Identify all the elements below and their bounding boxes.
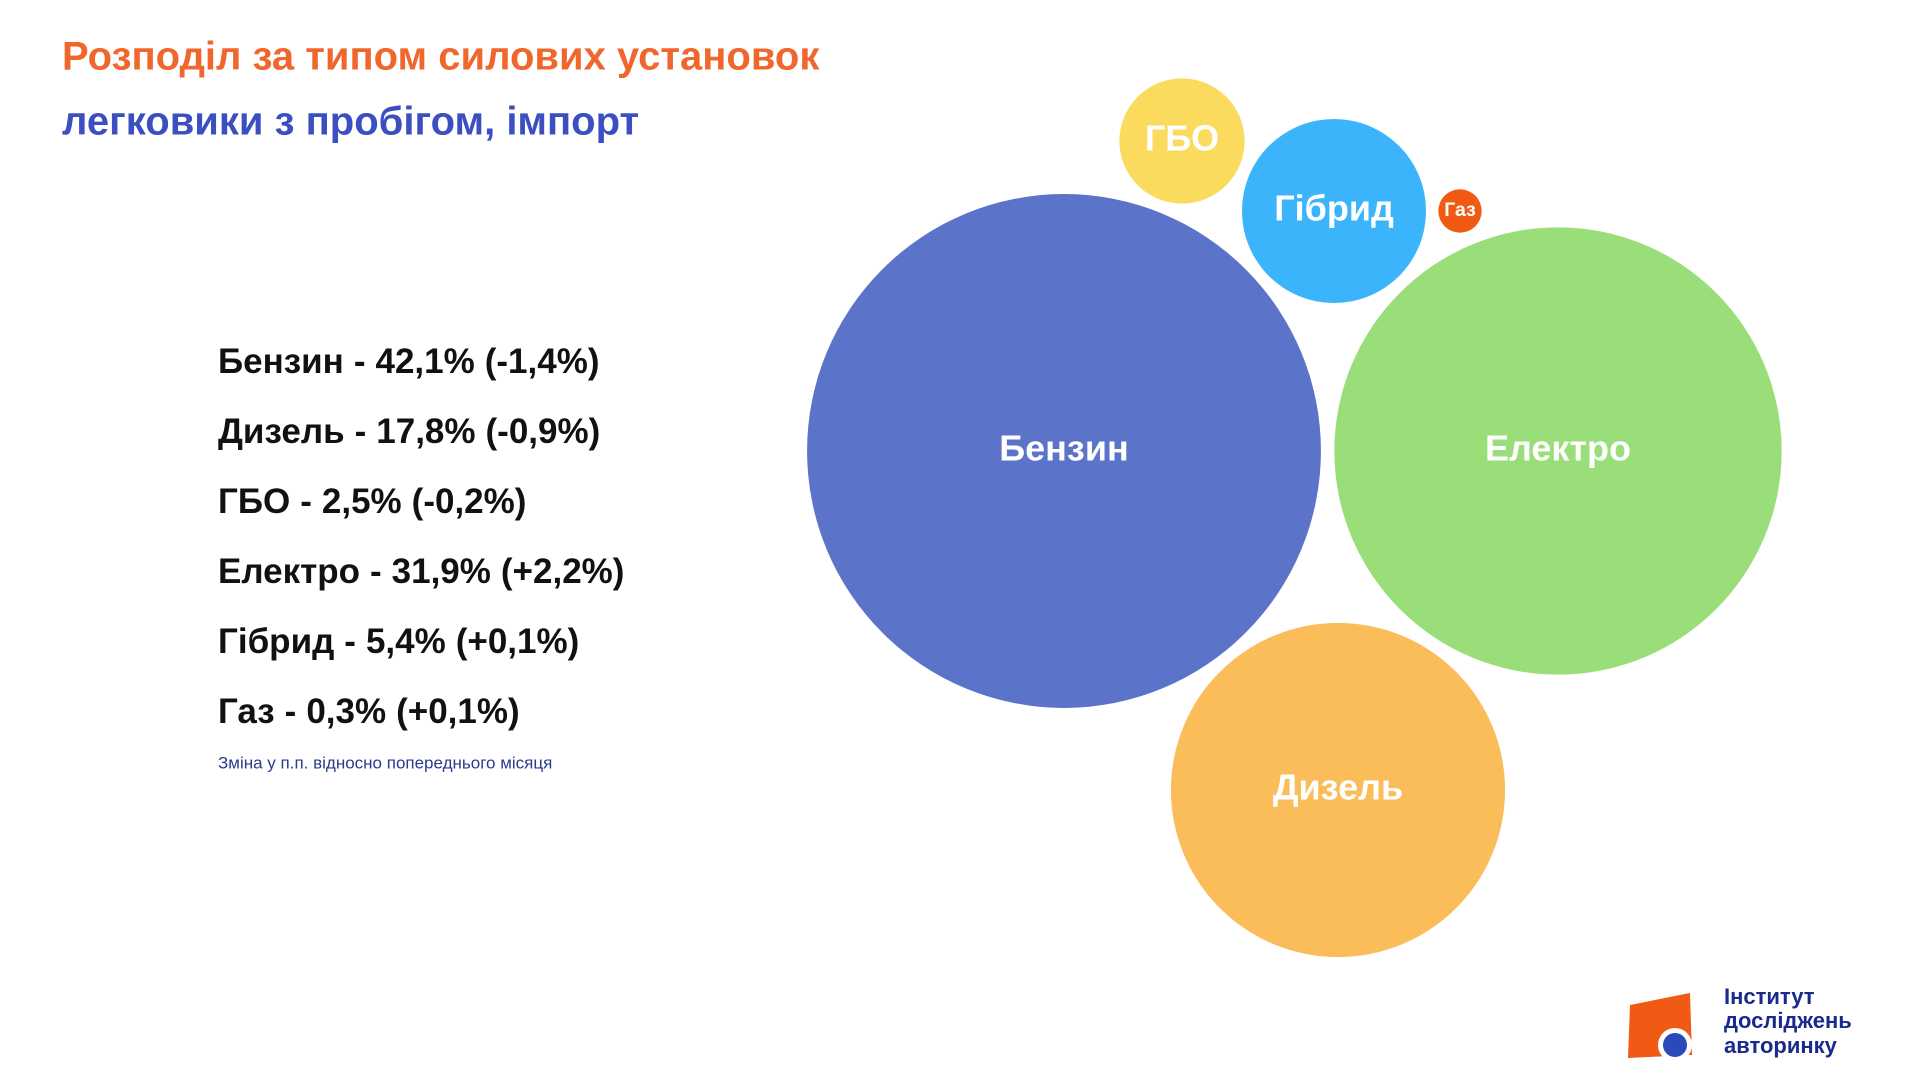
bubble — [1241, 118, 1427, 304]
legend-category: Дизель — [218, 412, 345, 451]
legend-category: Бензин — [218, 342, 344, 381]
bubble-label: Бензин — [999, 428, 1128, 469]
legend-value: 0,3% — [306, 692, 386, 731]
bubble — [1438, 189, 1482, 233]
bubble — [1334, 227, 1782, 675]
legend-separator: - — [354, 342, 366, 381]
bubble — [807, 194, 1321, 708]
legend-line: Бензин -42,1% (-1,4%) — [218, 342, 599, 381]
legend-separator: - — [344, 622, 356, 661]
bubble-label: Газ — [1444, 199, 1476, 221]
legend-separator: - — [285, 692, 297, 731]
logo-text: досліджень — [1724, 1008, 1852, 1033]
note: Зміна у п.п. відносно попереднього місяц… — [218, 753, 552, 772]
bubble — [1170, 622, 1506, 958]
legend-value: 42,1% — [375, 342, 474, 381]
bubble-label: ГБО — [1145, 118, 1219, 159]
legend-change: (-0,2%) — [412, 482, 527, 521]
legend-category: ГБО — [218, 482, 290, 521]
legend-value: 5,4% — [366, 622, 446, 661]
legend-separator: - — [355, 412, 367, 451]
chart-title: Розподіл за типом силових установок — [62, 35, 820, 79]
legend-separator: - — [370, 552, 382, 591]
legend-change: (+2,2%) — [501, 552, 625, 591]
bubble-label: Дизель — [1273, 767, 1403, 808]
legend-change: (+0,1%) — [396, 692, 520, 731]
legend-value: 2,5% — [322, 482, 402, 521]
legend-line: Гібрид -5,4% (+0,1%) — [218, 622, 579, 661]
bubble — [1119, 78, 1245, 204]
legend-value: 17,8% — [376, 412, 475, 451]
legend-separator: - — [300, 482, 312, 521]
legend-change: (+0,1%) — [456, 622, 580, 661]
bubble-label: Електро — [1485, 428, 1631, 469]
legend-line: Дизель -17,8% (-0,9%) — [218, 412, 600, 451]
legend-change: (-0,9%) — [486, 412, 601, 451]
chart-subtitle: легковики з пробігом, імпорт — [62, 100, 639, 144]
logo-text: Інститут — [1724, 984, 1815, 1009]
legend-category: Газ — [218, 692, 275, 731]
legend-line: Електро -31,9% (+2,2%) — [218, 552, 624, 591]
legend-value: 31,9% — [392, 552, 491, 591]
legend-line: ГБО -2,5% (-0,2%) — [218, 482, 526, 521]
legend-change: (-1,4%) — [485, 342, 600, 381]
logo-text: авторинку — [1724, 1033, 1838, 1058]
legend-category: Електро — [218, 552, 360, 591]
legend-category: Гібрид — [218, 622, 334, 661]
logo-dot — [1663, 1033, 1687, 1057]
legend-line: Газ -0,3% (+0,1%) — [218, 692, 520, 731]
logo: Інститут досліджень авторинку — [1628, 984, 1852, 1062]
bubble-label: Гібрид — [1274, 188, 1394, 229]
